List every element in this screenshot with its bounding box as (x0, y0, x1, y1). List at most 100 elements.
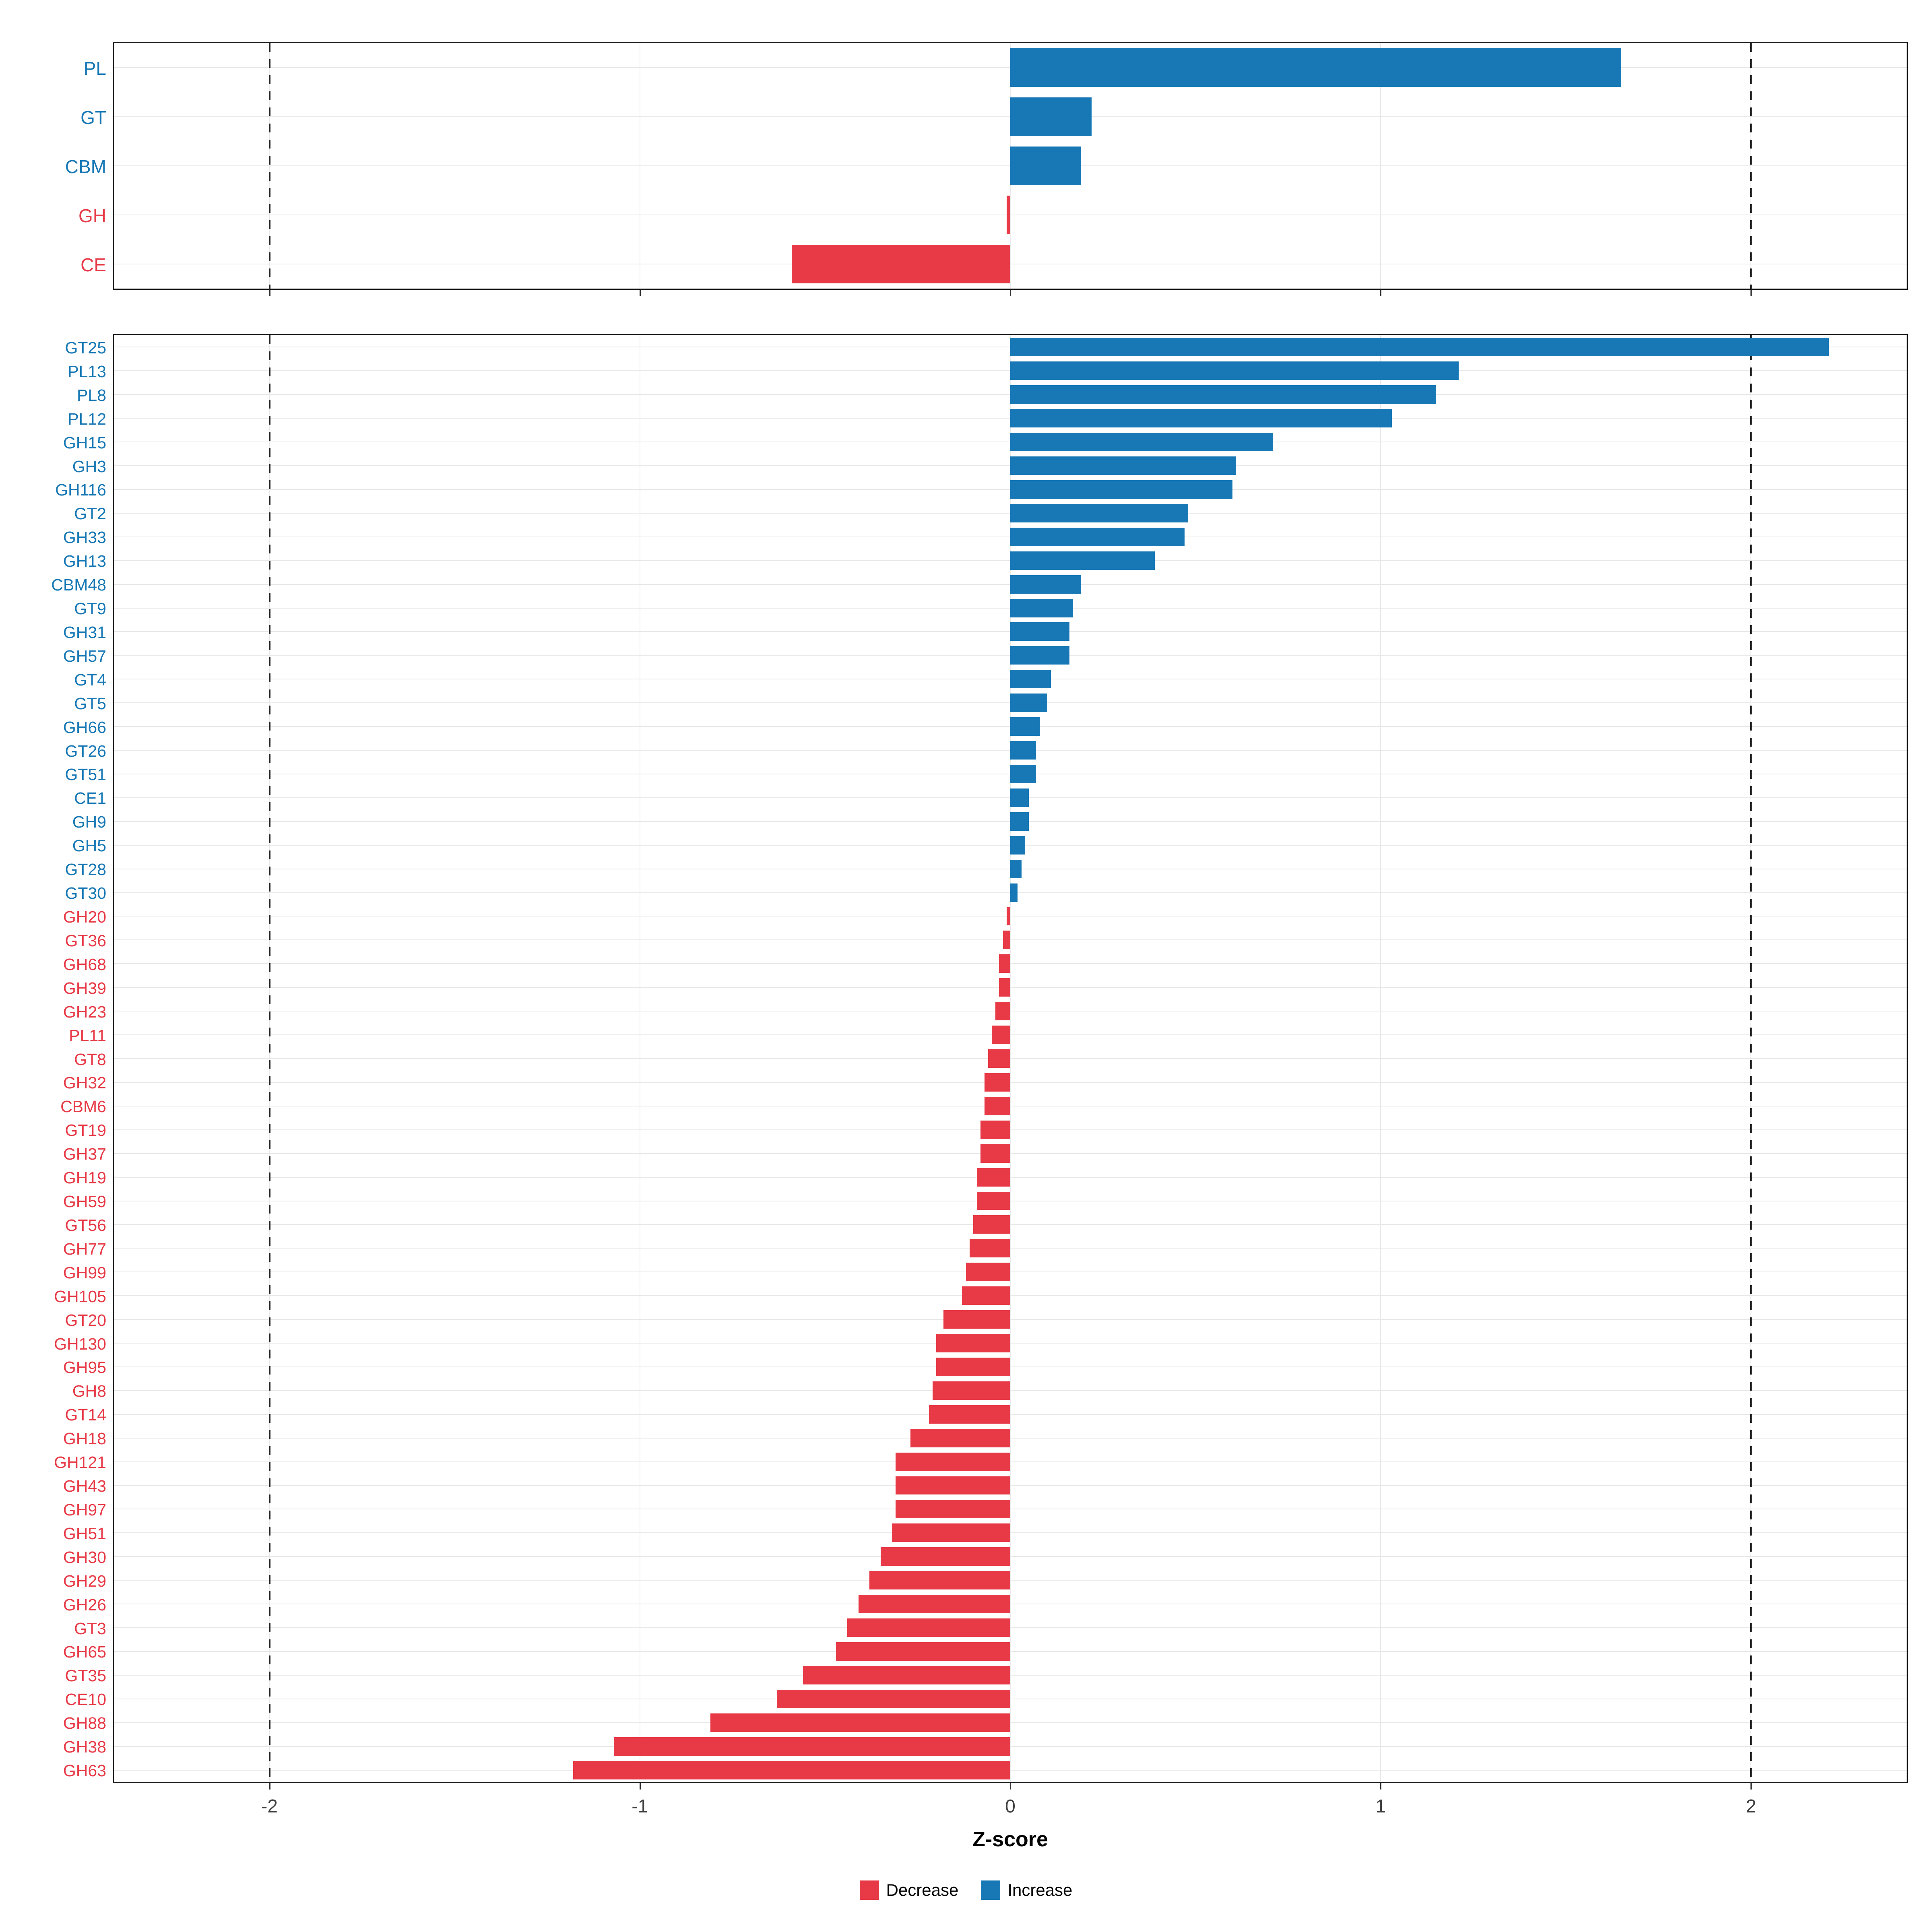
category-label-GT8: GT8 (74, 1050, 106, 1069)
category-label-GH3: GH3 (72, 457, 106, 476)
x-axis-tick (639, 1783, 641, 1790)
gridline-horizontal (114, 1390, 1907, 1391)
bar-GH43 (895, 1476, 1010, 1495)
bar-GH15 (1010, 433, 1274, 452)
bar-GH32 (984, 1073, 1010, 1092)
gridline-horizontal (114, 1580, 1907, 1581)
category-label-GH9: GH9 (72, 813, 106, 832)
bar-GH68 (999, 954, 1010, 973)
category-label-GH95: GH95 (63, 1358, 106, 1377)
bar-GH77 (969, 1239, 1010, 1258)
bar-PL12 (1010, 409, 1392, 428)
category-label-GH5: GH5 (72, 836, 106, 855)
bar-GT56 (973, 1215, 1010, 1234)
gridline-horizontal (114, 1485, 1907, 1486)
category-label-PL12: PL12 (68, 409, 106, 428)
bar-GT4 (1010, 670, 1051, 689)
gridline-horizontal (114, 1746, 1907, 1747)
gridline-horizontal (114, 1058, 1907, 1059)
bar-GT30 (1010, 883, 1018, 902)
category-label-GH105: GH105 (54, 1287, 106, 1306)
x-axis-tick (1750, 290, 1752, 296)
category-label-GH57: GH57 (63, 646, 106, 665)
x-axis-tick (1750, 1783, 1752, 1790)
x-axis-tick (1380, 1783, 1382, 1790)
category-label-CBM48: CBM48 (51, 576, 106, 594)
bar-GH19 (977, 1168, 1010, 1187)
category-label-GH39: GH39 (63, 978, 106, 997)
gridline-horizontal (114, 1556, 1907, 1557)
category-label-GH43: GH43 (63, 1477, 106, 1496)
bar-GH59 (977, 1191, 1010, 1210)
gridline-horizontal (114, 1651, 1907, 1652)
bar-GH65 (836, 1642, 1010, 1661)
category-label-GH8: GH8 (72, 1382, 106, 1401)
category-label-GH29: GH29 (63, 1571, 106, 1590)
category-label-GT: GT (80, 107, 106, 128)
category-label-GT26: GT26 (65, 741, 106, 760)
bar-GH18 (910, 1428, 1010, 1447)
bottom-panel (113, 334, 1908, 1783)
category-label-GH15: GH15 (63, 433, 106, 452)
category-label-GH38: GH38 (63, 1738, 106, 1757)
bar-PL8 (1010, 385, 1437, 404)
gridline-horizontal (114, 1722, 1907, 1723)
category-label-GT20: GT20 (65, 1311, 106, 1329)
bar-GH5 (1010, 836, 1025, 855)
bar-GT19 (980, 1120, 1010, 1139)
bar-GH31 (1010, 622, 1070, 641)
x-axis-tick-label: -2 (261, 1796, 278, 1816)
decrease-swatch (859, 1880, 879, 1900)
bar-GT3 (847, 1618, 1010, 1637)
bar-GH116 (1010, 480, 1233, 499)
category-label-GH26: GH26 (63, 1595, 106, 1614)
category-label-GT3: GT3 (74, 1619, 106, 1638)
category-label-GH130: GH130 (54, 1334, 106, 1353)
category-label-GH: GH (78, 205, 106, 226)
bar-GH23 (995, 1002, 1010, 1021)
bar-GH9 (1010, 812, 1029, 831)
x-axis-tick (1010, 290, 1011, 296)
gridline-horizontal (114, 1248, 1907, 1249)
bar-GT28 (1010, 859, 1022, 878)
gridline-horizontal (114, 1627, 1907, 1628)
bar-GH51 (892, 1523, 1010, 1542)
category-label-GH37: GH37 (63, 1145, 106, 1164)
category-label-GH77: GH77 (63, 1239, 106, 1258)
bar-CE (792, 245, 1010, 283)
bar-GH30 (880, 1547, 1010, 1566)
x-axis-tick (1010, 1783, 1011, 1790)
bar-GH8 (932, 1381, 1010, 1400)
category-label-PL13: PL13 (68, 362, 106, 381)
bar-GT8 (988, 1049, 1010, 1068)
bar-GH88 (710, 1713, 1010, 1732)
gridline-horizontal (114, 1675, 1907, 1676)
bar-CBM (1010, 147, 1081, 185)
bar-CE1 (1010, 788, 1029, 807)
category-label-PL: PL (83, 58, 106, 79)
bar-GH39 (999, 978, 1010, 997)
category-label-GT5: GT5 (74, 694, 106, 713)
bar-GT35 (803, 1666, 1010, 1684)
top-panel (113, 42, 1908, 290)
gridline-horizontal (114, 1366, 1907, 1367)
gridline-horizontal (114, 939, 1907, 940)
dashed-reference-line (1750, 335, 1752, 1782)
increase-swatch (981, 1880, 1001, 1900)
gridline-horizontal (114, 1414, 1907, 1415)
gridline-horizontal (114, 1319, 1907, 1320)
category-label-GT36: GT36 (65, 931, 106, 950)
category-label-GH63: GH63 (63, 1761, 106, 1780)
gridline-horizontal (114, 1532, 1907, 1533)
x-axis-title: Z-score (972, 1828, 1048, 1851)
bar-GT20 (943, 1310, 1010, 1329)
gridline-horizontal (114, 1770, 1907, 1771)
category-label-CE10: CE10 (65, 1690, 106, 1709)
x-axis-tick-label: 2 (1746, 1796, 1757, 1816)
category-label-GH97: GH97 (63, 1500, 106, 1519)
bar-GH13 (1010, 551, 1155, 570)
x-axis-tick-label: -1 (632, 1796, 648, 1816)
category-label-GT9: GT9 (74, 599, 106, 618)
bar-GH130 (936, 1334, 1010, 1352)
